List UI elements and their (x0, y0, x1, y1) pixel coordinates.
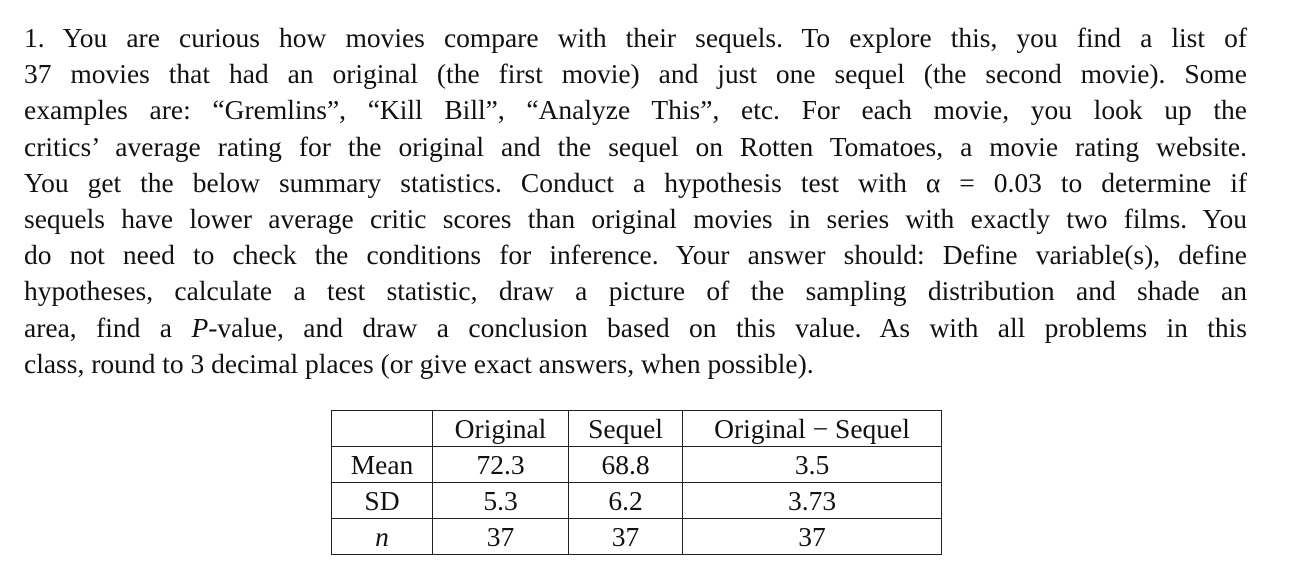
table-header-row: Original Sequel Original − Sequel (331, 410, 942, 447)
problem-line: hypotheses, calculate a test statistic, … (24, 275, 1247, 307)
problem-line: do not need to check the conditions for … (24, 239, 1247, 271)
cell: 37 (682, 518, 942, 555)
header-cell: Original (432, 410, 569, 447)
table-row: Mean 72.3 68.8 3.5 (331, 446, 942, 483)
text: area, find a (24, 311, 192, 343)
cell: 3.73 (682, 482, 942, 519)
table-row: n 37 37 37 (331, 518, 942, 555)
header-cell: Original − Sequel (682, 410, 942, 447)
problem-line: examples are: “Gremlins”, “Kill Bill”, “… (24, 94, 1247, 126)
problem-line: sequels have lower average critic scores… (24, 202, 1247, 234)
problem-line: critics’ average rating for the original… (24, 130, 1247, 162)
row-label: n (331, 518, 433, 555)
header-cell-empty (331, 410, 433, 447)
problem-line: area, find a P-value, and draw a conclus… (24, 310, 1247, 346)
header-cell: Sequel (568, 410, 683, 447)
problem-line: class, round to 3 decimal places (or giv… (24, 347, 814, 379)
row-label: Mean (331, 446, 433, 483)
table-row: SD 5.3 6.2 3.73 (331, 482, 942, 519)
problem-text: 1. You are curious how movies compare wi… (24, 20, 1247, 382)
problem-line: 37 movies that had an original (the firs… (24, 58, 1247, 90)
cell: 68.8 (568, 446, 683, 483)
text: -value, and draw a conclusion based on t… (208, 311, 1247, 343)
cell: 37 (568, 518, 683, 555)
problem-line: You get the below summary statistics. Co… (24, 166, 1247, 198)
cell: 3.5 (682, 446, 942, 483)
cell: 72.3 (432, 446, 569, 483)
row-label: SD (331, 482, 433, 519)
cell: 5.3 (432, 482, 569, 519)
p-symbol: P (191, 311, 209, 343)
cell: 6.2 (568, 482, 683, 519)
cell: 37 (432, 518, 569, 555)
problem-line: 1. You are curious how movies compare wi… (24, 22, 1247, 53)
summary-statistics-table: Original Sequel Original − Sequel Mean 7… (331, 410, 942, 555)
